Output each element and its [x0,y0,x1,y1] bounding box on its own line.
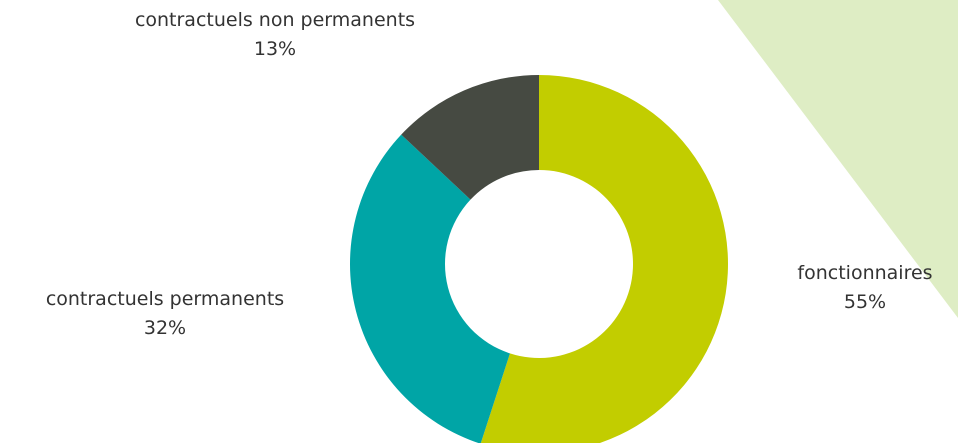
slice-label-value: 55% [797,288,932,317]
slice-label-name: fonctionnaires [797,259,932,288]
slice-label-value: 13% [135,35,415,64]
slice-label-value: 32% [46,314,284,343]
slice-label-contractuels-permanents: contractuels permanents 32% [46,285,284,343]
slice-label-contractuels-non-permanents: contractuels non permanents 13% [135,6,415,64]
slice-label-name: contractuels permanents [46,285,284,314]
slice-label-name: contractuels non permanents [135,6,415,35]
slice-label-fonctionnaires: fonctionnaires 55% [797,259,932,317]
